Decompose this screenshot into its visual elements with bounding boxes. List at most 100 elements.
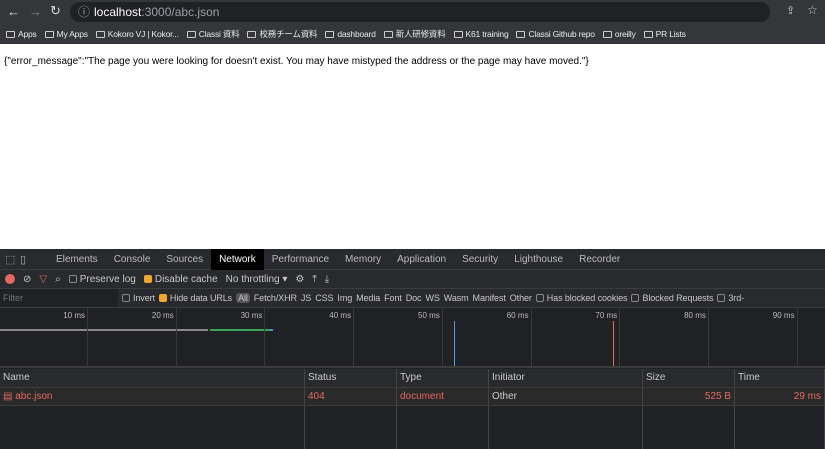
back-icon[interactable]: ← xyxy=(7,4,20,19)
clear-icon[interactable]: ⊘ xyxy=(23,273,32,285)
tick-label: 50 ms xyxy=(418,311,440,320)
inspect-icon[interactable]: ⬚ xyxy=(5,253,16,266)
bookmark-item[interactable]: PR Lists xyxy=(643,29,686,39)
tab-console[interactable]: Console xyxy=(113,253,151,265)
bookmark-item[interactable]: Apps xyxy=(6,29,37,39)
type-filter-img[interactable]: Img xyxy=(337,293,353,303)
timeline-tick: 30 ms xyxy=(241,308,266,368)
star-icon[interactable]: ☆ xyxy=(807,3,818,17)
tab-recorder[interactable]: Recorder xyxy=(579,253,621,265)
tab-lighthouse[interactable]: Lighthouse xyxy=(514,253,564,265)
column-divider xyxy=(0,406,305,449)
column-header-name[interactable]: Name xyxy=(0,369,305,387)
tab-network[interactable]: Network xyxy=(211,248,264,270)
invert-checkbox[interactable]: Invert xyxy=(122,293,155,303)
disable-cache-checkbox[interactable]: Disable cache xyxy=(143,274,218,285)
column-divider xyxy=(305,406,397,449)
column-divider xyxy=(397,406,489,449)
column-divider xyxy=(735,406,825,449)
hide-data-urls-checkbox[interactable]: Hide data URLs xyxy=(158,293,232,303)
type-filter-ws[interactable]: WS xyxy=(425,293,440,303)
throttling-select[interactable]: No throttling ▾ xyxy=(225,273,288,285)
tick-label: 40 ms xyxy=(329,311,352,320)
timeline-tick: 50 ms xyxy=(418,308,443,368)
has-blocked-cookies-checkbox[interactable]: Has blocked cookies xyxy=(535,293,628,303)
cell-type: document xyxy=(397,388,489,405)
timeline-tick: 90 ms xyxy=(773,308,798,368)
name-value: abc.json xyxy=(15,391,53,402)
browser-toolbar: ← → ↻ ⓘ localhost:3000/abc.json ⇪ ☆ xyxy=(0,0,825,24)
search-icon[interactable]: ⌕ xyxy=(55,273,61,285)
type-filter-doc[interactable]: Doc xyxy=(405,293,422,303)
table-row[interactable]: ▤ abc.json 404 document Other 525 B 29 ms xyxy=(0,388,825,406)
bookmark-label: PR Lists xyxy=(655,29,686,39)
bookmark-item[interactable]: Classi 資料 xyxy=(186,28,240,40)
type-filter-wasm[interactable]: Wasm xyxy=(443,293,469,303)
reload-icon[interactable]: ↻ xyxy=(50,3,61,18)
type-filter-js[interactable]: JS xyxy=(300,293,312,303)
devtools-panel: ⬚ ▯ Elements Console Sources Network Perform… xyxy=(0,248,825,449)
tab-performance[interactable]: Performance xyxy=(271,253,330,265)
preserve-log-checkbox[interactable]: Preserve log xyxy=(68,274,136,285)
size-value: 525 B xyxy=(704,391,731,402)
type-filter-media[interactable]: Media xyxy=(356,293,381,303)
device-toggle-icon[interactable]: ▯ xyxy=(20,253,27,266)
forward-icon[interactable]: → xyxy=(29,4,42,19)
bookmark-item[interactable]: 新人研修資料 xyxy=(383,28,446,40)
folder-icon xyxy=(643,31,653,38)
third-party-checkbox[interactable]: 3rd- xyxy=(717,293,744,303)
bookmark-item[interactable]: Kokoro VJ | Kokor... xyxy=(95,29,179,39)
tick-label: 30 ms xyxy=(240,311,263,320)
column-header-size[interactable]: Size xyxy=(643,369,735,387)
filter-bar: Invert Hide data URLs AllFetch/XHRJSCSSI… xyxy=(0,289,825,308)
tab-application[interactable]: Application xyxy=(397,253,447,265)
blocked-requests-checkbox[interactable]: Blocked Requests xyxy=(631,293,713,303)
bookmark-item[interactable]: My Apps xyxy=(44,29,88,39)
tab-sources[interactable]: Sources xyxy=(166,253,204,265)
address-bar[interactable]: ⓘ localhost:3000/abc.json xyxy=(70,2,770,22)
tab-memory[interactable]: Memory xyxy=(345,253,382,265)
bookmark-item[interactable]: K61 training xyxy=(453,29,509,39)
bookmark-item[interactable]: dashboard xyxy=(325,29,376,39)
share-icon[interactable]: ⇪ xyxy=(786,5,796,17)
bookmark-item[interactable]: oreilly xyxy=(602,29,636,39)
folder-icon xyxy=(602,31,612,38)
column-header-time[interactable]: Time xyxy=(735,369,825,387)
column-header-type[interactable]: Type xyxy=(397,369,489,387)
folder-icon xyxy=(44,31,54,38)
bookmark-label: Kokoro VJ | Kokor... xyxy=(107,29,179,39)
column-header-status[interactable]: Status xyxy=(305,369,397,387)
filter-icon[interactable]: ▽ xyxy=(39,273,48,285)
bookmark-label: Apps xyxy=(18,29,37,39)
type-filter-other[interactable]: Other xyxy=(509,293,532,303)
cell-name: ▤ abc.json xyxy=(0,388,305,405)
bookmark-item[interactable]: 校務チーム資料 xyxy=(247,28,318,40)
folder-icon xyxy=(186,31,196,38)
type-filter-fetch-xhr[interactable]: Fetch/XHR xyxy=(253,293,297,303)
bookmark-label: 校務チーム資料 xyxy=(259,29,318,39)
json-response: {"error_message":"The page you were look… xyxy=(4,56,589,67)
type-filter-all[interactable]: All xyxy=(236,293,250,303)
export-har-icon[interactable]: ⤓ xyxy=(324,273,330,285)
folder-icon xyxy=(325,31,335,38)
type-filter-manifest[interactable]: Manifest xyxy=(472,293,506,303)
tab-security[interactable]: Security xyxy=(462,253,499,265)
tab-elements[interactable]: Elements xyxy=(56,253,98,265)
record-icon[interactable] xyxy=(5,274,15,284)
network-overview-timeline[interactable]: 10 ms 20 ms 30 ms 40 ms 50 ms 60 ms 70 ms 80 ms… xyxy=(0,308,825,368)
request-table-header: Name Status Type Initiator Size Time xyxy=(0,369,825,388)
type-filter-css[interactable]: CSS xyxy=(315,293,334,303)
cell-size: 525 B xyxy=(643,388,735,405)
network-conditions-icon[interactable]: ⚙ xyxy=(295,273,305,285)
timeline-tick: 40 ms xyxy=(329,308,355,368)
import-har-icon[interactable]: ⤒ xyxy=(312,273,317,285)
bookmark-label: Classi Github repo xyxy=(528,29,595,39)
receive-bar xyxy=(270,329,273,331)
bookmark-label: 新人研修資料 xyxy=(395,29,446,39)
column-header-initiator[interactable]: Initiator xyxy=(489,369,643,387)
type-filter-font[interactable]: Font xyxy=(384,293,402,303)
bookmark-item[interactable]: Classi Github repo xyxy=(516,29,595,39)
url-host: localhost xyxy=(94,5,142,19)
filter-input[interactable] xyxy=(0,289,118,307)
bookmark-label: K61 training xyxy=(465,29,509,39)
